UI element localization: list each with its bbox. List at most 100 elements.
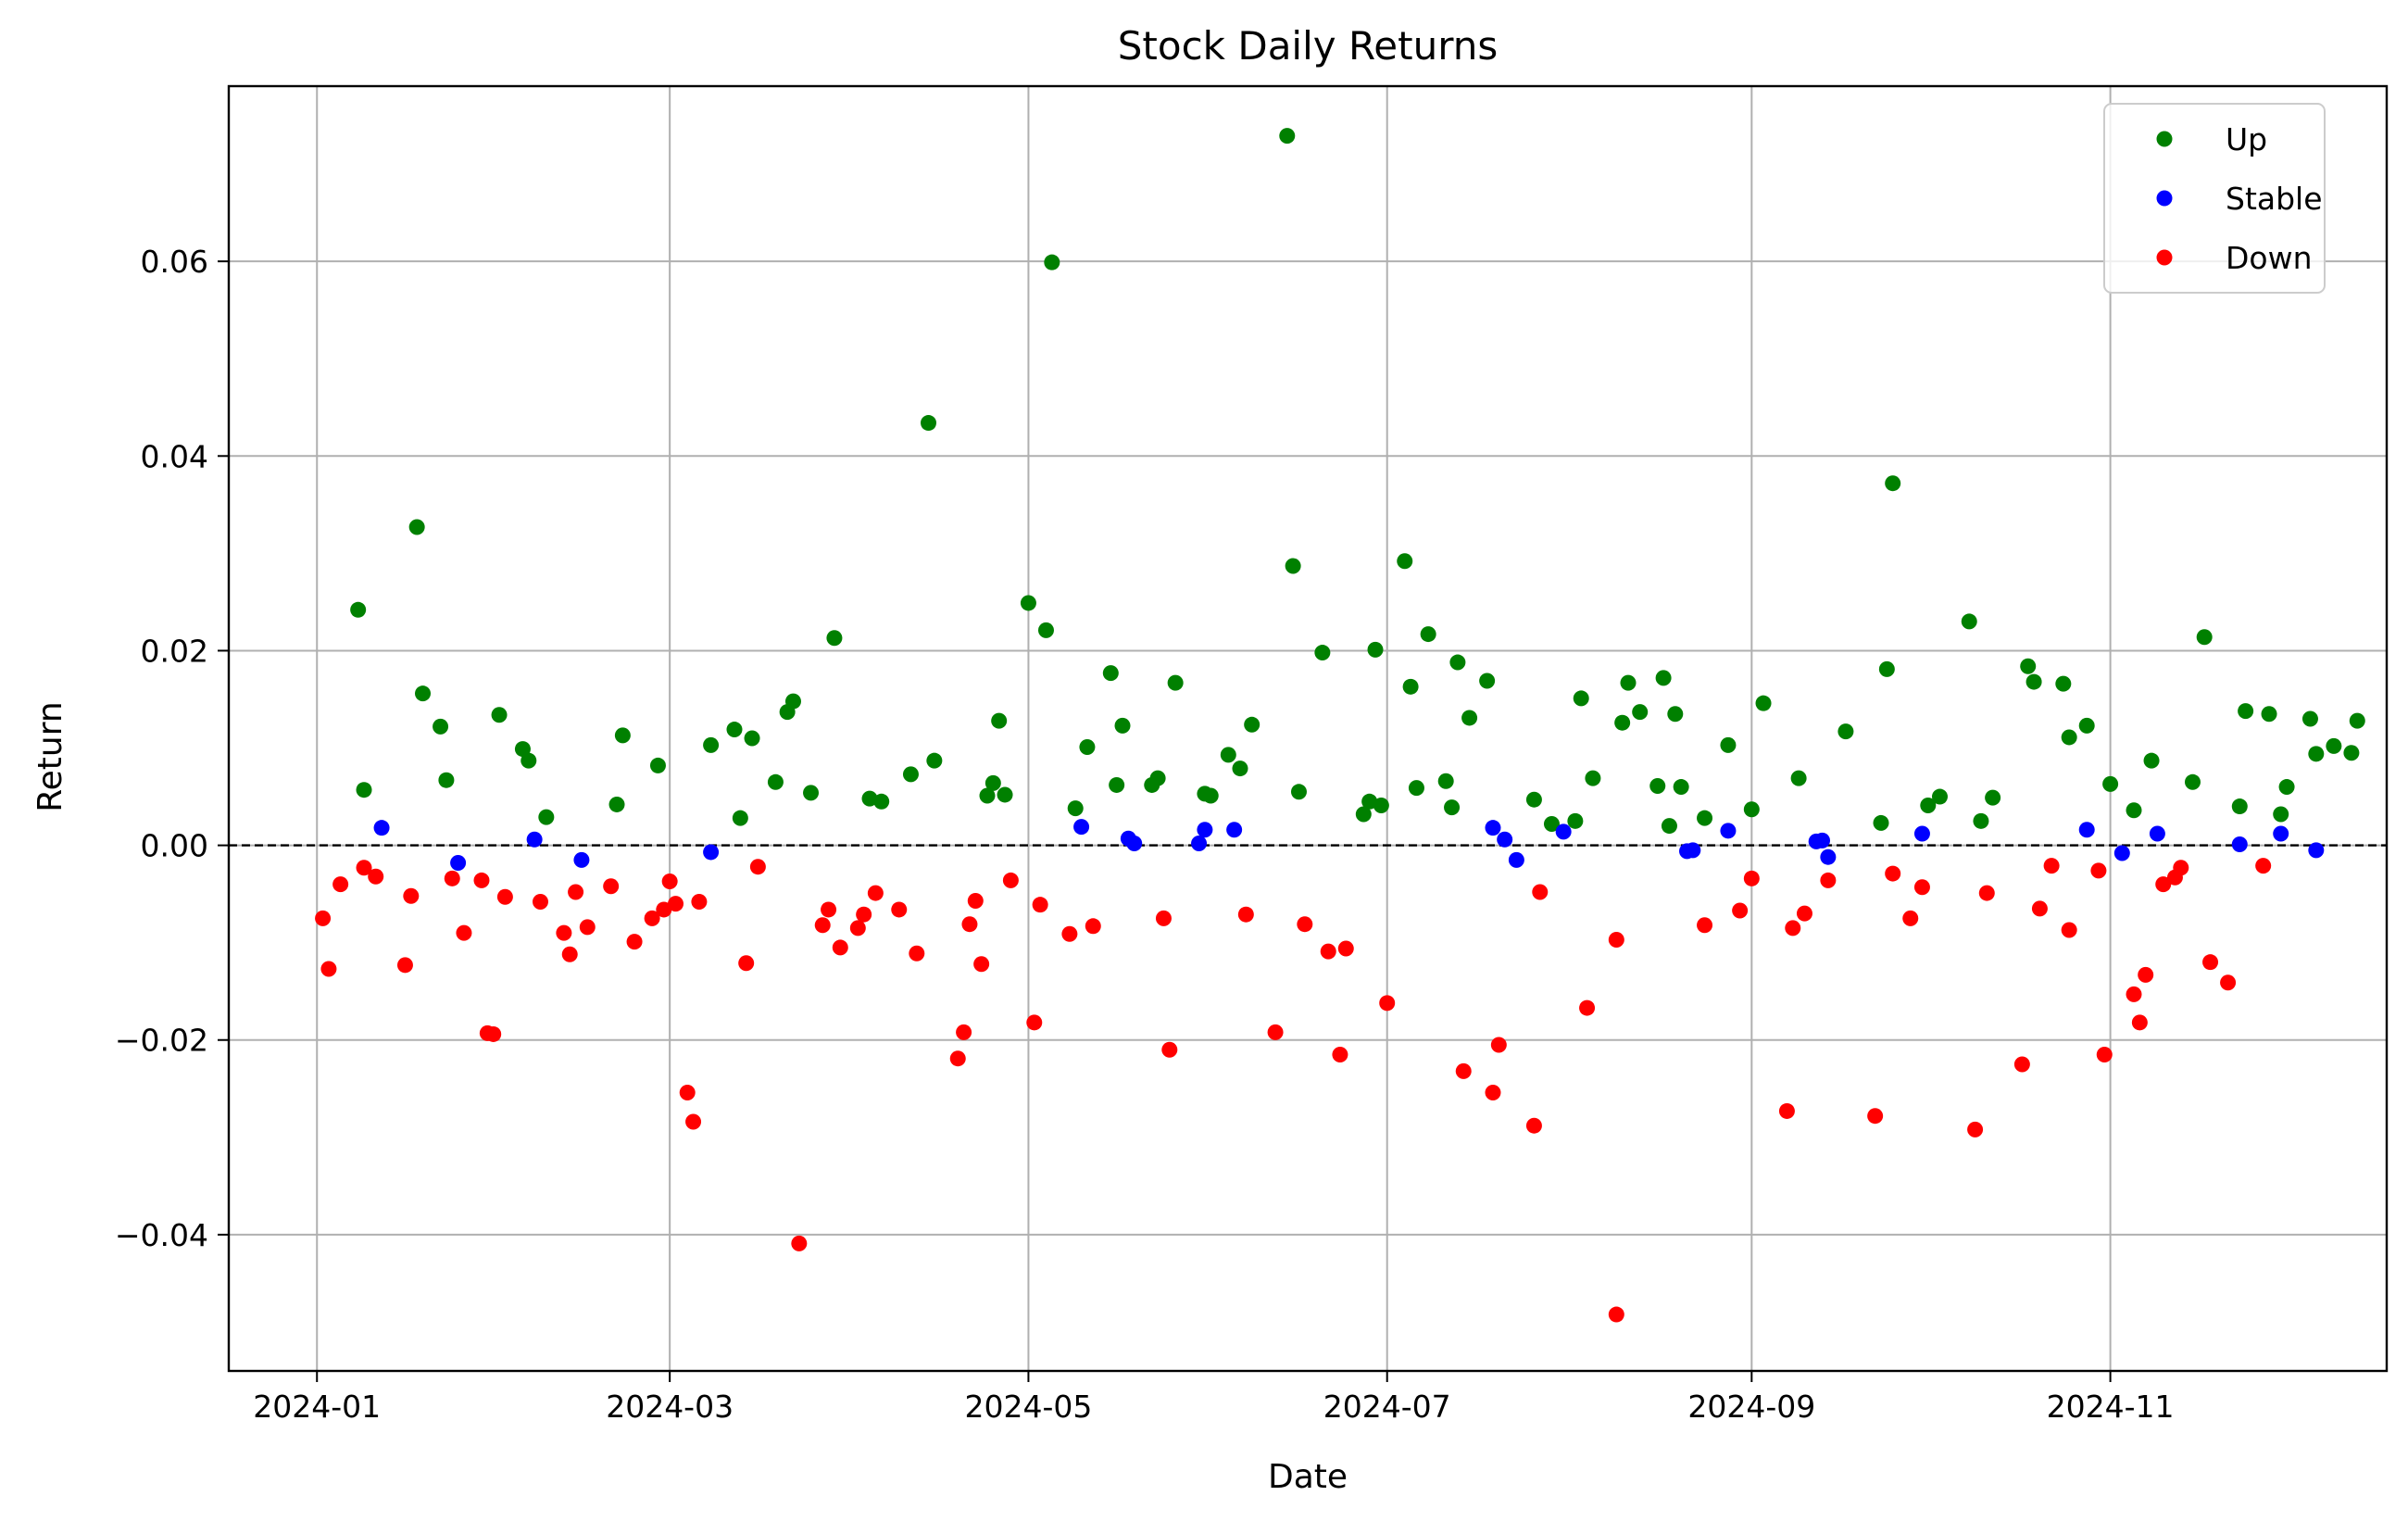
data-point-up — [2278, 779, 2295, 796]
data-point-up — [1461, 710, 1478, 726]
data-point-down — [973, 956, 990, 973]
data-point-up — [1525, 791, 1542, 808]
data-point-up — [873, 793, 890, 810]
data-point-stable — [1485, 820, 1501, 836]
data-point-up — [1743, 801, 1760, 818]
y-tick-label: −0.04 — [115, 1217, 208, 1253]
series-down — [315, 858, 2272, 1323]
data-point-up — [1673, 779, 1689, 796]
data-point-up — [1220, 747, 1236, 763]
data-point-up — [2196, 629, 2213, 646]
data-point-down — [2138, 966, 2154, 983]
data-point-stable — [2273, 825, 2289, 842]
data-point-stable — [1814, 832, 1831, 848]
data-point-up — [726, 722, 743, 738]
data-point-down — [867, 885, 884, 901]
data-point-up — [1373, 798, 1389, 814]
y-tick-label: −0.02 — [115, 1023, 208, 1059]
data-point-down — [532, 894, 548, 911]
data-point-down — [1237, 906, 1254, 923]
data-point-down — [1455, 1062, 1472, 1079]
data-point-down — [1867, 1108, 1884, 1125]
data-point-down — [1743, 870, 1760, 886]
data-point-down — [2173, 860, 2189, 876]
data-point-up — [1044, 254, 1060, 270]
data-point-down — [626, 934, 643, 950]
data-point-up — [1661, 818, 1677, 835]
data-point-up — [614, 727, 631, 744]
data-point-up — [1567, 812, 1584, 829]
data-point-up — [2126, 802, 2142, 819]
data-point-stable — [1191, 835, 1208, 851]
data-point-down — [568, 884, 584, 900]
data-point-up — [2343, 745, 2360, 761]
data-point-up — [1367, 641, 1384, 658]
data-point-up — [2238, 703, 2254, 720]
chart-title: Stock Daily Returns — [1118, 23, 1498, 69]
data-point-up — [1543, 815, 1560, 832]
data-point-up — [514, 741, 531, 758]
data-point-down — [332, 876, 349, 893]
data-point-down — [2031, 900, 2048, 917]
data-point-stable — [1497, 831, 1513, 848]
data-point-up — [861, 790, 878, 807]
data-point-down — [661, 873, 678, 889]
data-point-up — [2078, 717, 2095, 734]
data-point-down — [821, 901, 837, 918]
data-point-down — [1032, 897, 1048, 913]
data-point-down — [485, 1025, 502, 1042]
data-point-stable — [1226, 822, 1243, 838]
data-point-up — [921, 415, 937, 432]
x-tick-label: 2024-07 — [1323, 1389, 1451, 1425]
data-point-stable — [703, 844, 720, 861]
data-point-down — [473, 872, 490, 888]
data-point-up — [1067, 800, 1084, 817]
data-point-up — [438, 772, 455, 788]
data-point-stable — [1913, 825, 1930, 842]
data-point-down — [1820, 872, 1837, 888]
data-point-down — [2155, 876, 2172, 893]
data-point-down — [856, 906, 872, 923]
data-point-down — [749, 859, 766, 875]
data-point-stable — [1197, 822, 1213, 838]
data-point-up — [1620, 674, 1637, 691]
data-point-down — [1155, 910, 1172, 926]
series-stable — [373, 819, 2325, 872]
data-point-down — [685, 1113, 702, 1130]
data-point-up — [433, 718, 449, 735]
data-point-up — [1285, 558, 1301, 574]
data-point-down — [1085, 918, 1101, 935]
x-tick-label: 2024-09 — [1687, 1389, 1815, 1425]
data-point-up — [1961, 613, 1977, 630]
data-point-stable — [526, 831, 543, 848]
data-point-up — [1479, 673, 1496, 689]
data-point-down — [2220, 974, 2237, 991]
data-point-up — [2020, 658, 2037, 674]
data-point-up — [1102, 665, 1119, 682]
data-point-up — [415, 685, 432, 702]
data-point-down — [2096, 1047, 2113, 1063]
data-point-stable — [1820, 848, 1837, 865]
legend-marker-up — [2156, 131, 2173, 147]
data-point-up — [491, 707, 508, 723]
data-point-up — [649, 757, 666, 773]
data-point-up — [744, 730, 760, 747]
data-point-down — [1967, 1121, 1984, 1138]
data-point-up — [2061, 729, 2077, 746]
legend-marker-down — [2156, 249, 2173, 266]
data-point-down — [1532, 884, 1549, 900]
data-point-down — [1485, 1084, 1501, 1100]
data-point-up — [1885, 475, 1901, 492]
legend-label-stable: Stable — [2226, 181, 2323, 217]
data-point-down — [603, 878, 620, 895]
data-point-up — [2273, 806, 2289, 823]
data-point-up — [2261, 706, 2277, 723]
data-point-down — [444, 870, 460, 886]
data-point-up — [1931, 788, 1948, 805]
data-point-up — [1837, 723, 1854, 740]
data-point-stable — [1073, 819, 1090, 836]
data-point-up — [784, 693, 801, 710]
data-point-stable — [1685, 842, 1701, 859]
data-point-up — [1244, 716, 1260, 733]
data-point-down — [1332, 1047, 1348, 1063]
